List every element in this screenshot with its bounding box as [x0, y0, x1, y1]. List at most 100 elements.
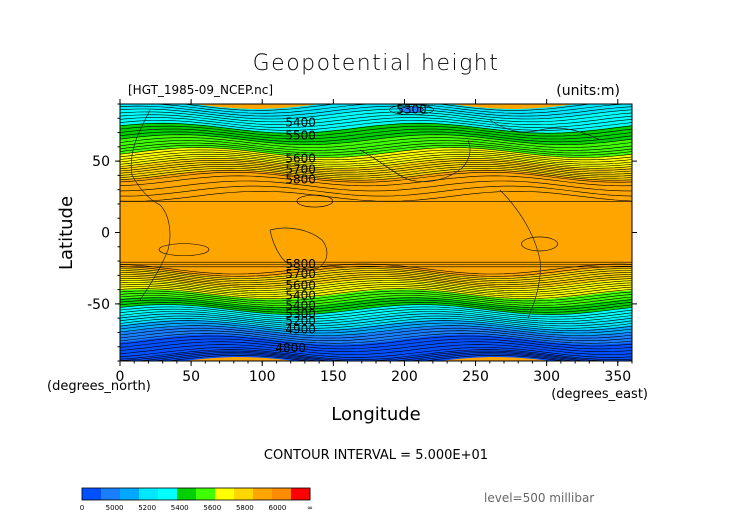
contour-line — [120, 332, 632, 344]
contour-line — [120, 276, 632, 287]
contour-label: 5800 — [285, 257, 316, 271]
contour-line — [120, 280, 632, 291]
band-fill — [120, 297, 632, 310]
band-fill — [120, 295, 632, 308]
band-fill — [120, 321, 632, 335]
contour-line — [120, 304, 632, 315]
colorbar-swatch — [196, 488, 216, 500]
contour-line — [120, 137, 632, 148]
band-fill — [120, 256, 632, 263]
contour-line — [120, 128, 632, 140]
band-fill — [120, 291, 632, 305]
contour-line — [120, 270, 632, 281]
contour-line — [166, 354, 567, 361]
contour-line — [151, 104, 631, 114]
y-tick-label: -50 — [87, 297, 110, 313]
contour-labels: 5300540055005600570058005800570056005400… — [275, 103, 426, 355]
contour-line — [120, 131, 632, 143]
contour-line — [120, 282, 632, 293]
contour-label: 5700 — [285, 267, 316, 281]
band-fill — [120, 104, 632, 118]
contour-line — [120, 286, 632, 297]
contour-line — [120, 320, 632, 331]
colorbar-frame — [81, 487, 311, 501]
band-fill — [120, 104, 632, 115]
band-fill — [120, 246, 632, 253]
band-fill — [120, 326, 632, 340]
band-fill — [120, 134, 632, 148]
band-fill — [120, 181, 632, 198]
contour-label: 5500 — [285, 128, 316, 142]
band-fill — [120, 137, 632, 151]
contour-line — [120, 105, 632, 117]
colorbar-swatch — [234, 488, 254, 500]
band-fill — [120, 227, 632, 234]
y-axis: 50 0 -50 — [87, 103, 637, 362]
contour-line — [120, 274, 632, 285]
contour-label: 5300 — [285, 307, 316, 321]
x-axis-title: Longitude — [331, 404, 421, 425]
band-fill — [120, 168, 632, 181]
contour-label: 5400 — [285, 116, 316, 130]
band-fill — [120, 348, 632, 361]
contour-interval-text: CONTOUR INTERVAL = 5.000E+01 — [264, 448, 488, 463]
x-tick-label: 350 — [604, 369, 631, 385]
x-tick-label: 150 — [320, 369, 347, 385]
band-fill — [120, 242, 632, 248]
contour-line — [120, 122, 632, 134]
contour-label: 5800 — [285, 173, 316, 187]
colorbar: 0 5000 5200 5400 5600 5800 6000 ∞ — [80, 487, 313, 512]
colorbar-swatch — [253, 488, 273, 500]
band-fill — [120, 143, 632, 157]
contour-line — [120, 335, 632, 347]
band-fill — [151, 353, 577, 361]
contour-line — [120, 313, 632, 325]
contour-line — [120, 117, 632, 128]
band-fill — [120, 323, 632, 337]
contour-line — [120, 344, 632, 355]
colorbar-swatch — [120, 488, 140, 500]
colorbar-swatch — [139, 488, 159, 500]
contour-line — [120, 169, 632, 181]
x-tick-label: 200 — [391, 369, 418, 385]
contour-line — [120, 134, 632, 146]
colorbar-label: 5000 — [106, 504, 124, 512]
x-tick-label: 100 — [249, 369, 276, 385]
coastlines — [130, 109, 601, 319]
contour-line — [120, 327, 632, 339]
band-fill — [120, 318, 632, 331]
band-fill — [120, 223, 632, 229]
contour-line — [120, 341, 632, 352]
y-tick-label: 50 — [92, 154, 110, 170]
contour-line — [120, 142, 632, 154]
contour-line — [120, 349, 632, 360]
contour-line — [120, 154, 632, 165]
y-tick-label: 0 — [101, 226, 110, 242]
band-fill — [120, 106, 632, 120]
contour-label: 5600 — [285, 151, 316, 165]
contour-line — [120, 145, 632, 156]
contour-line — [120, 160, 632, 171]
contour-line — [120, 185, 632, 197]
contour-line — [120, 172, 632, 183]
band-fill — [120, 237, 632, 243]
units-label: (units:m) — [556, 83, 620, 99]
contour-line — [120, 268, 632, 279]
contour-line — [120, 292, 632, 304]
colorbar-label: 5200 — [138, 504, 156, 512]
contour-line — [120, 301, 632, 313]
contour-line — [120, 347, 632, 358]
band-fill — [120, 186, 632, 202]
colorbar-label: 0 — [80, 504, 84, 512]
contour-label: 5600 — [285, 278, 316, 292]
contour-line — [120, 166, 632, 177]
colorbar-label: 5800 — [236, 504, 254, 512]
x-tick-label: 250 — [462, 369, 489, 385]
contour-line — [120, 297, 632, 308]
x-tick-label: 50 — [182, 369, 200, 385]
contour-label: 5700 — [285, 163, 316, 177]
band-fill — [120, 251, 632, 258]
contour-line — [120, 114, 632, 125]
contour-line — [120, 308, 632, 320]
band-fill — [120, 218, 632, 224]
